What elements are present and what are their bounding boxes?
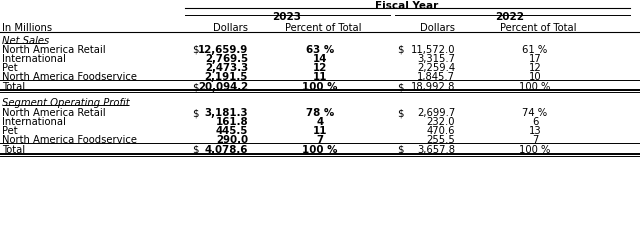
Text: 12: 12 xyxy=(529,63,541,73)
Text: Fiscal Year: Fiscal Year xyxy=(376,1,438,11)
Text: 12: 12 xyxy=(313,63,327,73)
Text: 2,473.3: 2,473.3 xyxy=(205,63,248,73)
Text: Percent of Total: Percent of Total xyxy=(285,23,361,33)
Text: Segment Operating Profit: Segment Operating Profit xyxy=(2,98,130,108)
Text: 1,845.7: 1,845.7 xyxy=(417,72,455,82)
Text: Dollars: Dollars xyxy=(213,23,248,33)
Text: 445.5: 445.5 xyxy=(216,126,248,136)
Text: 61 %: 61 % xyxy=(522,45,548,55)
Text: 12,659.9: 12,659.9 xyxy=(198,45,248,55)
Text: 3,315.7: 3,315.7 xyxy=(417,54,455,64)
Text: 63 %: 63 % xyxy=(306,45,334,55)
Text: $: $ xyxy=(397,145,403,155)
Text: $: $ xyxy=(397,45,403,55)
Text: 7: 7 xyxy=(316,135,324,145)
Text: Total: Total xyxy=(2,145,25,155)
Text: In Millions: In Millions xyxy=(2,23,52,33)
Text: 3,657.8: 3,657.8 xyxy=(417,145,455,155)
Text: Pet: Pet xyxy=(2,63,18,73)
Text: North America Retail: North America Retail xyxy=(2,108,106,118)
Text: North America Retail: North America Retail xyxy=(2,45,106,55)
Text: 7: 7 xyxy=(532,135,538,145)
Text: 11,572.0: 11,572.0 xyxy=(410,45,455,55)
Text: 78 %: 78 % xyxy=(306,108,334,118)
Text: 2,191.5: 2,191.5 xyxy=(205,72,248,82)
Text: 2,699.7: 2,699.7 xyxy=(417,108,455,118)
Text: 232.0: 232.0 xyxy=(426,117,455,127)
Text: Total: Total xyxy=(2,82,25,92)
Text: 17: 17 xyxy=(529,54,541,64)
Text: 2,769.5: 2,769.5 xyxy=(205,54,248,64)
Text: Percent of Total: Percent of Total xyxy=(500,23,576,33)
Text: 74 %: 74 % xyxy=(522,108,548,118)
Text: 100 %: 100 % xyxy=(302,82,338,92)
Text: 470.6: 470.6 xyxy=(426,126,455,136)
Text: 3,181.3: 3,181.3 xyxy=(204,108,248,118)
Text: 2,259.4: 2,259.4 xyxy=(417,63,455,73)
Text: $: $ xyxy=(397,82,403,92)
Text: 6: 6 xyxy=(532,117,538,127)
Text: International: International xyxy=(2,117,66,127)
Text: Dollars: Dollars xyxy=(420,23,455,33)
Text: $: $ xyxy=(192,145,198,155)
Text: 255.5: 255.5 xyxy=(426,135,455,145)
Text: 10: 10 xyxy=(529,72,541,82)
Text: 20,094.2: 20,094.2 xyxy=(198,82,248,92)
Text: 4: 4 xyxy=(316,117,324,127)
Text: 2022: 2022 xyxy=(495,12,525,22)
Text: 161.8: 161.8 xyxy=(216,117,248,127)
Text: Pet: Pet xyxy=(2,126,18,136)
Text: $: $ xyxy=(192,108,198,118)
Text: 11: 11 xyxy=(313,126,327,136)
Text: 14: 14 xyxy=(313,54,327,64)
Text: International: International xyxy=(2,54,66,64)
Text: 4,078.6: 4,078.6 xyxy=(205,145,248,155)
Text: North America Foodservice: North America Foodservice xyxy=(2,135,137,145)
Text: 2023: 2023 xyxy=(273,12,301,22)
Text: Net Sales: Net Sales xyxy=(2,36,49,46)
Text: 100 %: 100 % xyxy=(302,145,338,155)
Text: 11: 11 xyxy=(313,72,327,82)
Text: 13: 13 xyxy=(529,126,541,136)
Text: 100 %: 100 % xyxy=(519,145,550,155)
Text: North America Foodservice: North America Foodservice xyxy=(2,72,137,82)
Text: 100 %: 100 % xyxy=(519,82,550,92)
Text: $: $ xyxy=(192,82,198,92)
Text: 18,992.8: 18,992.8 xyxy=(411,82,455,92)
Text: $: $ xyxy=(397,108,403,118)
Text: $: $ xyxy=(192,45,198,55)
Text: 290.0: 290.0 xyxy=(216,135,248,145)
